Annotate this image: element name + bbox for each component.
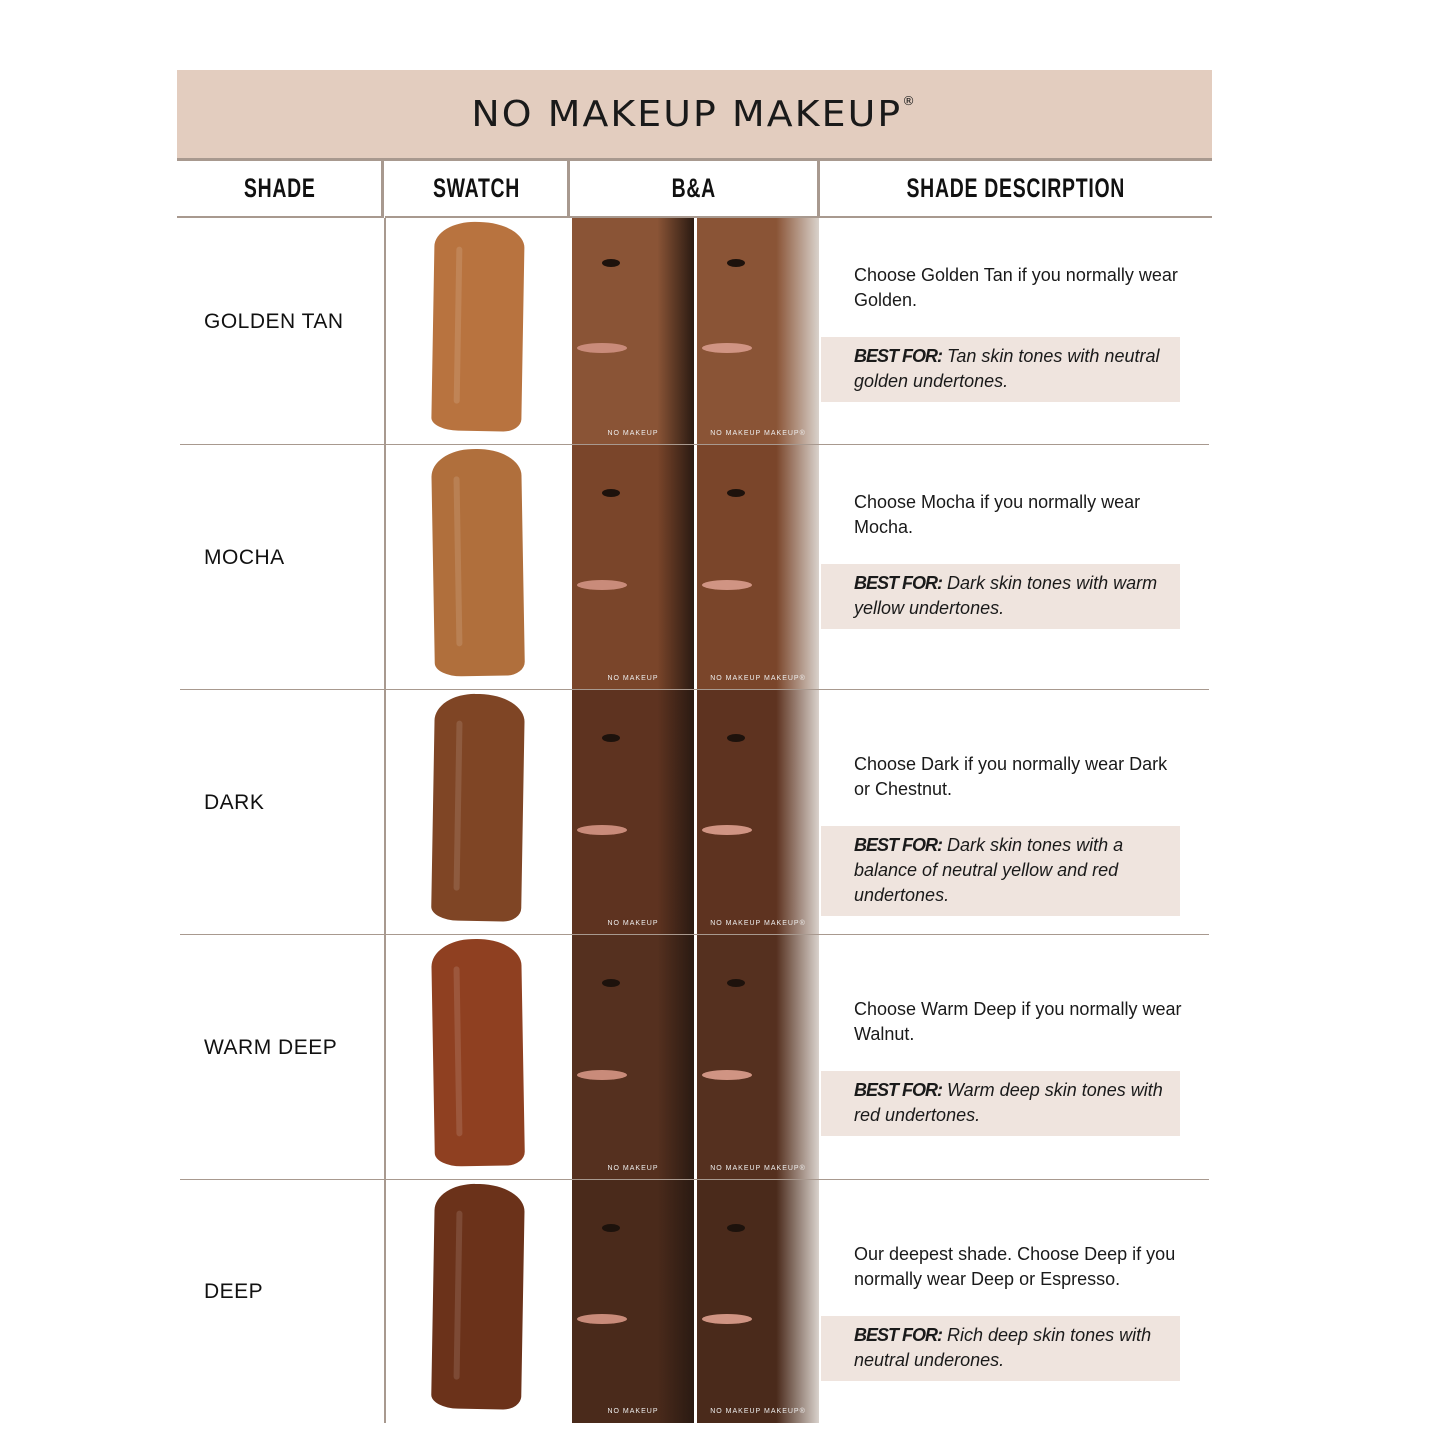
best-for-box: BEST FOR: Warm deep skin tones with red … bbox=[821, 1071, 1180, 1136]
header-shade: SHADE bbox=[177, 161, 382, 218]
divider bbox=[384, 218, 386, 1423]
shade-name: WARM DEEP bbox=[204, 1035, 338, 1059]
swatch bbox=[431, 448, 525, 677]
before-photo: NO MAKEUP bbox=[572, 218, 694, 445]
before-photo: NO MAKEUP bbox=[572, 935, 694, 1180]
header-swatch: SWATCH bbox=[385, 161, 567, 218]
shade-name: DARK bbox=[204, 790, 265, 814]
after-photo: NO MAKEUP MAKEUP® bbox=[697, 1180, 819, 1423]
shade-description: Choose Dark if you normally wear Dark or… bbox=[854, 754, 1168, 799]
header-ba: B&A bbox=[570, 161, 817, 218]
shade-row: DEEP NO MAKEUP NO MAKEUP MAKEUP® Our dee… bbox=[177, 1180, 1209, 1423]
before-photo: NO MAKEUP bbox=[572, 1180, 694, 1423]
after-photo: NO MAKEUP MAKEUP® bbox=[697, 690, 819, 935]
after-photo: NO MAKEUP MAKEUP® bbox=[697, 935, 819, 1180]
row-divider bbox=[180, 444, 1209, 445]
shade-row: MOCHA NO MAKEUP NO MAKEUP MAKEUP® Choose… bbox=[177, 445, 1209, 690]
swatch bbox=[431, 1183, 525, 1410]
shade-description: Choose Warm Deep if you normally wear Wa… bbox=[854, 999, 1182, 1044]
divider bbox=[381, 161, 384, 218]
swatch bbox=[431, 693, 525, 922]
shade-name: DEEP bbox=[204, 1279, 264, 1303]
brand-title: NO MAKEUP MAKEUP® bbox=[471, 93, 918, 135]
row-divider bbox=[180, 1179, 1209, 1180]
shade-description: Choose Mocha if you normally wear Mocha. bbox=[854, 492, 1141, 537]
shade-row: WARM DEEP NO MAKEUP NO MAKEUP MAKEUP® Ch… bbox=[177, 935, 1209, 1180]
shade-name: MOCHA bbox=[204, 545, 285, 569]
shade-description: Our deepest shade. Choose Deep if you no… bbox=[854, 1244, 1176, 1289]
before-photo: NO MAKEUP bbox=[572, 445, 694, 690]
title-banner: NO MAKEUP MAKEUP® bbox=[177, 70, 1212, 161]
best-for-box: BEST FOR: Rich deep skin tones with neut… bbox=[821, 1316, 1180, 1381]
shade-description: Choose Golden Tan if you normally wear G… bbox=[854, 265, 1178, 310]
header-description: SHADE DESCIRPTION bbox=[820, 161, 1212, 218]
shade-row: DARK NO MAKEUP NO MAKEUP MAKEUP® Choose … bbox=[177, 690, 1209, 935]
best-for-box: BEST FOR: Tan skin tones with neutral go… bbox=[821, 337, 1180, 402]
shade-row: GOLDEN TAN NO MAKEUP NO MAKEUP MAKEUP® C… bbox=[177, 218, 1209, 445]
row-divider bbox=[180, 689, 1209, 690]
swatch bbox=[431, 938, 525, 1167]
before-photo: NO MAKEUP bbox=[572, 690, 694, 935]
divider bbox=[817, 161, 820, 218]
after-photo: NO MAKEUP MAKEUP® bbox=[697, 218, 819, 445]
divider bbox=[567, 161, 570, 218]
swatch bbox=[431, 221, 525, 432]
best-for-box: BEST FOR: Dark skin tones with a balance… bbox=[821, 826, 1180, 916]
best-for-box: BEST FOR: Dark skin tones with warm yell… bbox=[821, 564, 1180, 629]
shade-name: GOLDEN TAN bbox=[204, 309, 344, 333]
after-photo: NO MAKEUP MAKEUP® bbox=[697, 445, 819, 690]
row-divider bbox=[180, 934, 1209, 935]
